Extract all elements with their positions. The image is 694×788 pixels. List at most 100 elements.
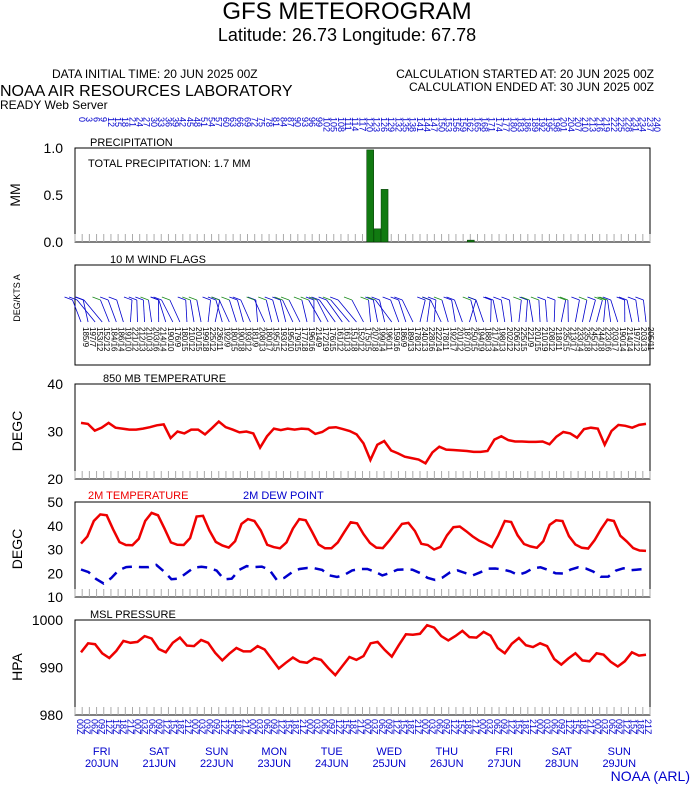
hour-index-label: 222 (609, 117, 619, 132)
hour-tick-label: 12Z (621, 719, 631, 735)
wind-value-label: 178/11 (441, 327, 450, 351)
hour-index-label: 186 (523, 117, 533, 132)
wind-flag (177, 296, 186, 301)
wind-flag (108, 296, 117, 301)
hour-index-label: 237 (645, 117, 655, 132)
date-label: 28JUN (545, 758, 579, 770)
wind-barb (279, 299, 287, 323)
wind-flag (618, 296, 628, 301)
hour-tick-label: 12Z (506, 719, 516, 735)
wind-flag (330, 296, 339, 301)
hour-tick-label: 18Z (521, 719, 531, 735)
mslp-line (80, 623, 647, 677)
hour-index-label: 42 (178, 117, 188, 127)
wind-value-label: 203/13 (639, 327, 648, 352)
wind-value-label: 236/11 (215, 327, 224, 351)
hour-tick-label: 21Z (528, 719, 538, 735)
wind-flag (68, 296, 78, 301)
wind-barb (525, 299, 528, 323)
wind-value-label: 197/7 (88, 327, 97, 348)
hour-tick-label: 18Z (233, 719, 243, 735)
hour-tick-label: 03Z (312, 719, 322, 735)
wind-barb (528, 299, 534, 323)
wind-value-label: 233/14 (575, 327, 584, 352)
hour-index-label: 108 (336, 117, 346, 132)
hour-tick-label: 03Z (427, 719, 437, 735)
wind-flag (559, 296, 569, 301)
hour-tick-label: 09Z (269, 719, 279, 735)
hour-index-label: 93 (300, 117, 310, 127)
hour-tick-label: 03Z (255, 719, 265, 735)
hour-index-label: 111 (343, 117, 353, 131)
t2m-dew-label: 2M DEW POINT (243, 490, 324, 502)
wind-barb (607, 299, 612, 323)
hour-index-label: 66 (235, 117, 245, 127)
wind-barb (189, 299, 195, 323)
wind-flag (311, 296, 320, 301)
wind-flag (597, 296, 606, 301)
precip-bar (380, 189, 389, 243)
wind-flag (322, 296, 331, 301)
hour-index-label: 99 (314, 117, 324, 127)
hour-tick-label: 09Z (97, 719, 107, 735)
wind-barb (237, 299, 244, 323)
hour-index-label: 63 (228, 117, 238, 127)
wind-flag (258, 296, 267, 301)
wind-flag (365, 296, 374, 301)
wind-value-label: 151/18 (349, 327, 358, 352)
wind-barb (107, 299, 117, 323)
hour-tick-label: 03Z (140, 719, 150, 735)
wind-value-label: 203/17 (611, 327, 620, 352)
wind-flag (382, 296, 391, 301)
wind-value-label: 214/9 (314, 327, 323, 348)
wind-barb (254, 299, 265, 323)
hour-index-label: 18 (120, 117, 130, 127)
wind-value-label: 198/13 (498, 327, 507, 352)
day-label: SAT (149, 746, 170, 758)
hour-index-label: 231 (630, 117, 640, 132)
chart-coordinates: Latitude: 26.73 Longitude: 67.78 (217, 25, 477, 45)
hour-tick-label: 06Z (89, 719, 99, 735)
precip-y-tick-label: 0.5 (44, 187, 64, 203)
wind-flag (75, 296, 85, 301)
wind-value-label: 197/12 (632, 327, 641, 352)
wind-flag (571, 296, 580, 301)
hour-index-label: 132 (393, 117, 403, 132)
wind-barb (169, 299, 181, 323)
wind-value-label: 192/9 (222, 327, 231, 348)
wind-flag (211, 296, 220, 301)
wind-barb (509, 299, 513, 323)
t2m-y-tick-label: 30 (47, 542, 63, 558)
wind-barb (475, 299, 484, 323)
hour-index-label: 57 (214, 117, 224, 127)
wind-barb (100, 299, 110, 323)
day-label: FRI (93, 746, 111, 758)
hour-tick-label: 21Z (355, 719, 365, 735)
hour-index-label: 183 (515, 117, 525, 132)
t850-y-tick-label: 20 (47, 471, 63, 487)
wind-barb (469, 299, 477, 323)
wind-barb (635, 299, 640, 323)
day-label: SUN (608, 746, 631, 758)
hour-tick-label: 06Z (377, 719, 387, 735)
wind-flag (367, 296, 376, 301)
wind-barb (215, 299, 223, 323)
wind-value-label: 217/14 (491, 327, 500, 352)
t2m-y-tick-label: 20 (47, 565, 63, 581)
wind-barb (207, 299, 211, 323)
wind-flag (221, 296, 230, 301)
wind-value-label: 201/15 (194, 327, 203, 352)
hour-index-label: 48 (192, 117, 202, 127)
hour-index-label: 3 (84, 117, 94, 122)
wind-barb (72, 299, 82, 323)
wind-flag (557, 296, 566, 301)
hour-index-label: 207 (573, 117, 583, 132)
hour-index-label: 9 (99, 117, 109, 122)
wind-flag (100, 296, 109, 301)
wind-barb (185, 299, 188, 323)
wind-flag (390, 296, 399, 301)
date-label: 21JUN (142, 758, 176, 770)
hour-tick-label: 21Z (298, 719, 308, 735)
date-label: 29JUN (602, 758, 636, 770)
hour-tick-label: 21Z (643, 719, 653, 735)
